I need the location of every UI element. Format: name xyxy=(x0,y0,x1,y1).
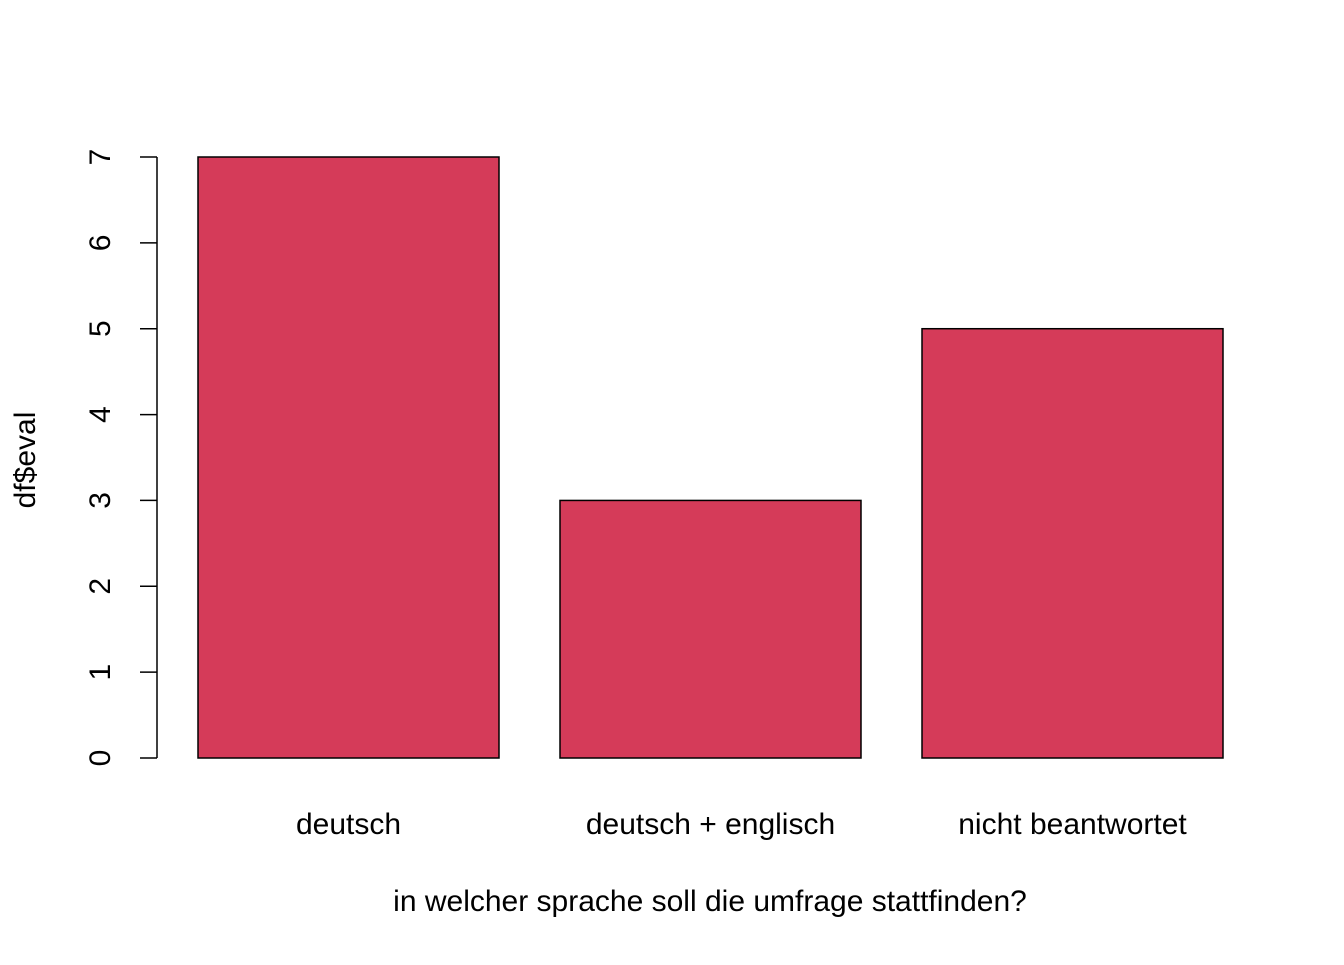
y-tick-label: 5 xyxy=(84,320,117,337)
x-tick-label: deutsch + englisch xyxy=(586,808,835,841)
x-tick-label: nicht beantwortet xyxy=(958,808,1187,841)
y-tick-label: 1 xyxy=(84,664,117,681)
x-tick-label: deutsch xyxy=(296,808,401,841)
y-axis: 0 1 2 3 4 5 6 7 xyxy=(84,149,158,767)
y-tick-label: 6 xyxy=(84,235,117,252)
y-axis-title: df$eval xyxy=(9,412,42,509)
bar-deutsch xyxy=(197,156,500,759)
y-tick-label: 0 xyxy=(84,750,117,767)
y-tick-label: 7 xyxy=(84,149,117,166)
bar-deutsch-englisch xyxy=(559,499,862,759)
x-axis-title: in welcher sprache soll die umfrage stat… xyxy=(393,885,1027,918)
bar-nicht-beantwortet xyxy=(921,327,1224,759)
y-tick-label: 4 xyxy=(84,406,117,423)
y-tick-label: 2 xyxy=(84,578,117,595)
x-tick-labels: deutsch deutsch + englisch nicht beantwort… xyxy=(296,808,1187,841)
y-tick-label: 3 xyxy=(84,492,117,509)
bars-group xyxy=(197,156,1224,759)
